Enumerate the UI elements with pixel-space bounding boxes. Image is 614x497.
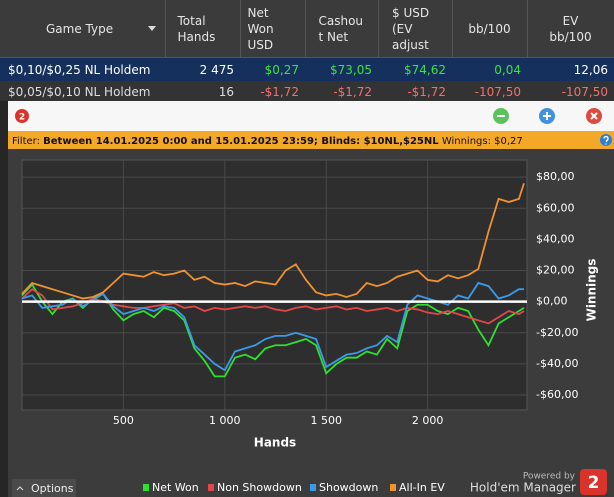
- options-caret: [16, 486, 24, 491]
- column-header[interactable]: $ USD (EV adjust: [378, 0, 453, 58]
- legend-label: Non Showdown: [217, 481, 302, 494]
- background-panel: [0, 101, 8, 497]
- filter-label: Filter:: [12, 136, 40, 147]
- table-cell: -107,50: [452, 81, 527, 102]
- table-cell: $0,10/$0,25 NL Holdem: [0, 57, 165, 81]
- filter-text: Filter: Between 14.01.2025 0:00 and 15.0…: [12, 136, 523, 147]
- table-cell: 12,06: [527, 57, 614, 81]
- column-header-text: Total Hands: [177, 13, 216, 44]
- x-axis-label: Hands: [254, 436, 296, 450]
- legend-swatch: [310, 484, 316, 491]
- column-header[interactable]: Game Type: [0, 0, 166, 58]
- y-axis-label: Winnings: [585, 259, 599, 322]
- plot: [21, 160, 527, 410]
- stats-table: Game Type Total Hands Net Won USD Cashout N…: [0, 0, 614, 102]
- table-cell: $74,62: [378, 57, 452, 81]
- filter-bar: [8, 131, 614, 149]
- options-text: Options: [31, 482, 74, 495]
- column-header[interactable]: Cashout Net: [305, 0, 379, 58]
- powered-by: Powered by: [523, 472, 576, 482]
- x-tick-label: 2 000: [412, 414, 444, 427]
- y-tick-label: $0,00: [536, 295, 568, 308]
- filter-winnings: Winnings: $0,27: [442, 136, 523, 147]
- column-header[interactable]: bb/100: [452, 0, 528, 58]
- table-cell: 2 475: [165, 57, 240, 81]
- table-cell: -$1,72: [378, 81, 452, 102]
- column-header-text: Cashout Net: [318, 13, 364, 44]
- y-tick-label: $20,00: [536, 264, 575, 277]
- column-header-text: $ USD (EV adjust: [392, 5, 430, 52]
- brand-logo-text: 2: [588, 473, 600, 493]
- column-header[interactable]: EV bb/100: [527, 0, 614, 58]
- help-icon: [603, 135, 609, 145]
- maximize-icon: [543, 112, 551, 120]
- table-cell: $73,05: [305, 57, 378, 81]
- minimize-icon: [497, 115, 505, 117]
- table-cell: $0,05/$0,10 NL Holdem: [0, 81, 165, 102]
- y-tick-label: $80,00: [536, 170, 575, 183]
- y-tick-label: $60,00: [536, 201, 575, 214]
- column-header-text: EV bb/100: [549, 13, 592, 44]
- close-icon: [590, 112, 598, 120]
- series-line: [21, 183, 525, 300]
- app-logo-text: 2: [19, 113, 25, 123]
- table-cell: -107,50: [527, 81, 614, 102]
- legend-label: Net Won: [152, 481, 199, 494]
- y-tick-label: -$20,00: [536, 326, 578, 339]
- window-titlebar: [8, 101, 614, 131]
- legend-label: Showdown: [319, 481, 378, 494]
- table-cell: 0,04: [452, 57, 527, 81]
- series-line: [21, 281, 524, 372]
- table-row[interactable]: $0,10/$0,25 NL Holdem 2 475 $0,27 $73,05 $74…: [0, 57, 614, 81]
- table-cell: -$1,72: [240, 81, 305, 102]
- app-logo: [15, 109, 29, 123]
- brand-name: Hold'em Manager: [470, 481, 576, 495]
- y-tick-label: $40,00: [536, 232, 575, 245]
- column-header[interactable]: Net Won USD: [240, 0, 306, 58]
- table-row[interactable]: $0,05/$0,10 NL Holdem 16 -$1,72 -$1,72 -$1,7…: [0, 81, 614, 102]
- filter-criteria: Between 14.01.2025 0:00 and 15.01.2025 2…: [43, 136, 439, 147]
- column-header[interactable]: Total Hands: [165, 0, 241, 58]
- legend-swatch: [143, 484, 149, 491]
- legend-swatch: [208, 484, 214, 491]
- column-header-text: Game Type: [46, 21, 114, 36]
- legend-label: All-In EV: [399, 481, 445, 494]
- y-tick-label: -$40,00: [536, 357, 578, 370]
- column-header-text: bb/100: [468, 21, 511, 36]
- y-tick-label: -$60,00: [536, 388, 578, 401]
- x-tick-label: 1 000: [209, 414, 241, 427]
- sort-dropdown[interactable]: [148, 26, 156, 31]
- options-button[interactable]: [12, 479, 76, 497]
- table-cell: 16: [165, 81, 240, 102]
- table-cell: -$1,72: [305, 81, 378, 102]
- brand-logo: [580, 469, 607, 495]
- legend-swatch: [390, 484, 396, 491]
- x-tick-label: 1 500: [310, 414, 342, 427]
- column-header-text: Net Won USD: [247, 5, 274, 52]
- x-tick-label: 500: [113, 414, 134, 427]
- table-cell: $0,27: [240, 57, 305, 81]
